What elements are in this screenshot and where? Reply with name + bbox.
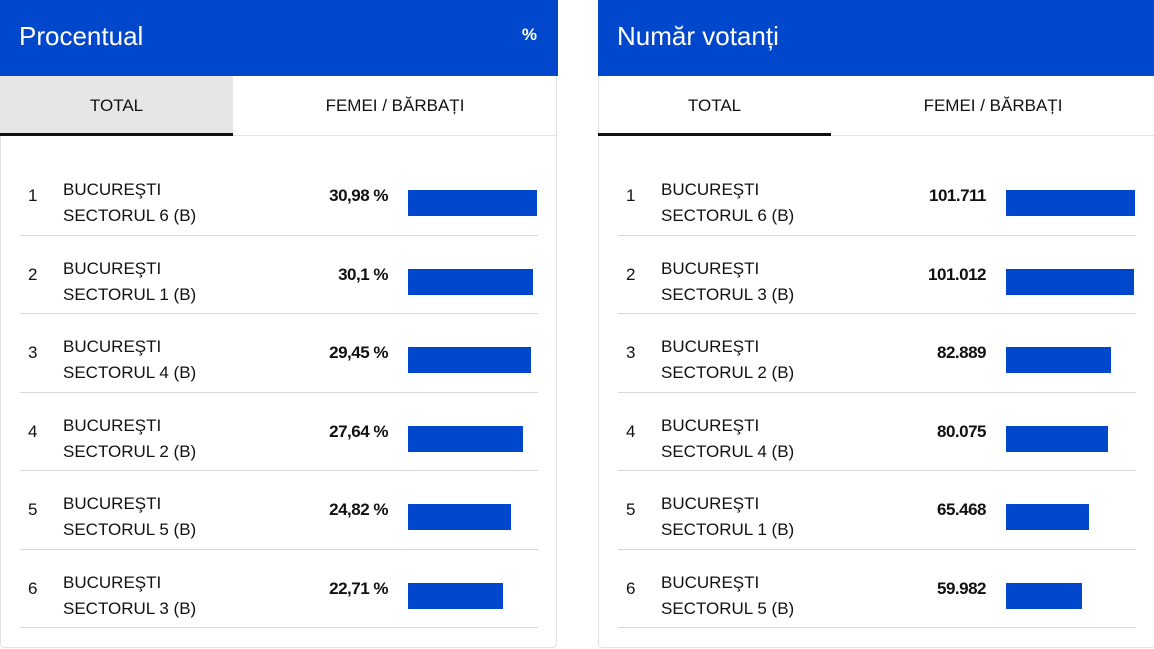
- city-label: BUCUREŞTI: [63, 258, 162, 278]
- district-name: BUCUREŞTI SECTORUL 6 (B): [63, 177, 196, 229]
- rank-number: 4: [626, 421, 636, 441]
- value-bar: [1006, 425, 1108, 452]
- tab-bar: TOTAL FEMEI / BĂRBAȚI: [0, 76, 558, 136]
- tab-total[interactable]: TOTAL: [598, 76, 831, 136]
- sector-label: SECTORUL 5 (B): [63, 520, 197, 539]
- rank-number: 6: [626, 578, 636, 598]
- ranking-row: 4 BUCUREŞTI SECTORUL 4 (B) 80.075: [618, 393, 1136, 471]
- ranking-row: 6 BUCUREŞTI SECTORUL 5 (B) 59.982: [618, 550, 1136, 628]
- ranking-row: 5 BUCUREŞTI SECTORUL 1 (B) 65.468: [618, 471, 1136, 550]
- sector-label: SECTORUL 1 (B): [63, 284, 197, 304]
- value-bar: [408, 347, 531, 373]
- value-label: 29,45 %: [329, 343, 388, 362]
- district-name: BUCUREŞTI SECTORUL 5 (B): [63, 491, 196, 543]
- ranking-row: 1 BUCUREŞTI SECTORUL 6 (B) 30,98 %: [20, 157, 538, 236]
- city-label: BUCUREŞTI: [63, 337, 162, 356]
- panel-title: Procentual: [19, 21, 144, 51]
- district-name: BUCUREŞTI SECTORUL 4 (B): [661, 413, 794, 465]
- district-name: BUCUREŞTI SECTORUL 2 (B): [661, 334, 794, 386]
- city-label: BUCUREŞTI: [63, 180, 162, 199]
- percentage-panel: Procentual % TOTAL FEMEI / BĂRBAȚI 1 BUCU…: [0, 0, 558, 648]
- value-label: 101.711: [928, 186, 987, 205]
- value-bar: [1006, 504, 1089, 530]
- ranking-row: 1 BUCUREŞTI SECTORUL 6 (B) 101.711: [618, 157, 1136, 236]
- ranking-row: 2 BUCUREŞTI SECTORUL 3 (B) 101.012: [618, 236, 1136, 314]
- sector-label: SECTORUL 6 (B): [661, 206, 795, 225]
- value-bar: [1006, 582, 1082, 609]
- rank-number: 5: [28, 500, 38, 519]
- value-label: 27,64 %: [329, 421, 388, 441]
- rank-number: 6: [28, 578, 38, 598]
- ranking-row: 4 BUCUREŞTI SECTORUL 2 (B) 27,64 %: [20, 393, 538, 471]
- city-label: BUCUREŞTI: [661, 494, 760, 513]
- ranking-row: 2 BUCUREŞTI SECTORUL 1 (B) 30,1 %: [20, 236, 538, 314]
- district-name: BUCUREŞTI SECTORUL 6 (B): [661, 177, 794, 229]
- value-label: 101.012: [928, 264, 986, 284]
- value-bar: [1006, 347, 1111, 373]
- city-label: BUCUREŞTI: [661, 415, 760, 435]
- rank-number: 1: [626, 186, 636, 205]
- panel-title: Număr votanți: [617, 21, 779, 51]
- value-bar: [408, 504, 511, 530]
- panel-header: Procentual %: [0, 0, 558, 76]
- sector-label: SECTORUL 6 (B): [63, 206, 197, 225]
- sector-label: SECTORUL 2 (B): [63, 441, 197, 461]
- sector-label: SECTORUL 5 (B): [661, 598, 795, 618]
- value-bar: [408, 268, 533, 295]
- value-label: 24,82 %: [329, 500, 388, 519]
- ranking-row: 6 BUCUREŞTI SECTORUL 3 (B) 22,71 %: [20, 550, 538, 628]
- value-bar: [408, 425, 523, 452]
- rank-number: 1: [28, 186, 38, 205]
- sector-label: SECTORUL 3 (B): [63, 598, 197, 618]
- district-name: BUCUREŞTI SECTORUL 1 (B): [661, 491, 794, 543]
- ranking-list: 1 BUCUREŞTI SECTORUL 6 (B) 101.711 2 BUCUREŞT…: [618, 157, 1136, 628]
- sector-label: SECTORUL 4 (B): [661, 441, 795, 461]
- panel-header: Număr votanți: [598, 0, 1154, 76]
- value-bar: [408, 582, 503, 609]
- city-label: BUCUREŞTI: [661, 572, 760, 592]
- tab-total[interactable]: TOTAL: [0, 76, 233, 136]
- ranking-row: 3 BUCUREŞTI SECTORUL 2 (B) 82.889: [618, 314, 1136, 393]
- ranking-row: 5 BUCUREŞTI SECTORUL 5 (B) 24,82 %: [20, 471, 538, 550]
- tab-bar: TOTAL FEMEI / BĂRBAȚI: [598, 76, 1154, 136]
- sector-label: SECTORUL 3 (B): [661, 284, 795, 304]
- tab-women-men[interactable]: FEMEI / BĂRBAȚI: [325, 96, 465, 115]
- value-bar: [1006, 268, 1134, 295]
- unit-label: %: [521, 25, 537, 44]
- value-bar: [408, 190, 537, 216]
- district-name: BUCUREŞTI SECTORUL 3 (B): [63, 570, 196, 622]
- city-label: BUCUREŞTI: [661, 258, 760, 278]
- district-name: BUCUREŞTI SECTORUL 5 (B): [661, 570, 794, 622]
- city-label: BUCUREŞTI: [63, 572, 162, 592]
- rank-number: 3: [626, 343, 636, 362]
- value-label: 59.982: [937, 578, 987, 598]
- value-label: 65.468: [937, 500, 987, 519]
- sector-label: SECTORUL 1 (B): [661, 520, 795, 539]
- rank-number: 5: [626, 500, 636, 519]
- district-name: BUCUREŞTI SECTORUL 4 (B): [63, 334, 196, 386]
- city-label: BUCUREŞTI: [63, 494, 162, 513]
- value-label: 22,71 %: [329, 578, 388, 598]
- value-label: 80.075: [937, 421, 987, 441]
- ranking-row: 3 BUCUREŞTI SECTORUL 4 (B) 29,45 %: [20, 314, 538, 393]
- city-label: BUCUREŞTI: [661, 337, 760, 356]
- rank-number: 3: [28, 343, 38, 362]
- value-label: 30,1 %: [338, 264, 388, 284]
- district-name: BUCUREŞTI SECTORUL 2 (B): [63, 413, 196, 465]
- city-label: BUCUREŞTI: [63, 415, 162, 435]
- sector-label: SECTORUL 2 (B): [661, 363, 795, 382]
- value-label: 30,98 %: [329, 186, 388, 205]
- city-label: BUCUREŞTI: [661, 180, 760, 199]
- rank-number: 2: [28, 264, 38, 284]
- voters-count-panel: Număr votanți TOTAL FEMEI / BĂRBAȚI 1 BUC…: [598, 0, 1154, 648]
- ranking-list: 1 BUCUREŞTI SECTORUL 6 (B) 30,98 % 2 BUCUREŞT…: [20, 157, 538, 628]
- tab-women-men[interactable]: FEMEI / BĂRBAȚI: [923, 96, 1063, 115]
- value-label: 82.889: [937, 343, 987, 362]
- district-name: BUCUREŞTI SECTORUL 1 (B): [63, 256, 196, 308]
- value-bar: [1006, 190, 1135, 216]
- sector-label: SECTORUL 4 (B): [63, 363, 197, 382]
- district-name: BUCUREŞTI SECTORUL 3 (B): [661, 256, 794, 308]
- rank-number: 4: [28, 421, 38, 441]
- rank-number: 2: [626, 264, 636, 284]
